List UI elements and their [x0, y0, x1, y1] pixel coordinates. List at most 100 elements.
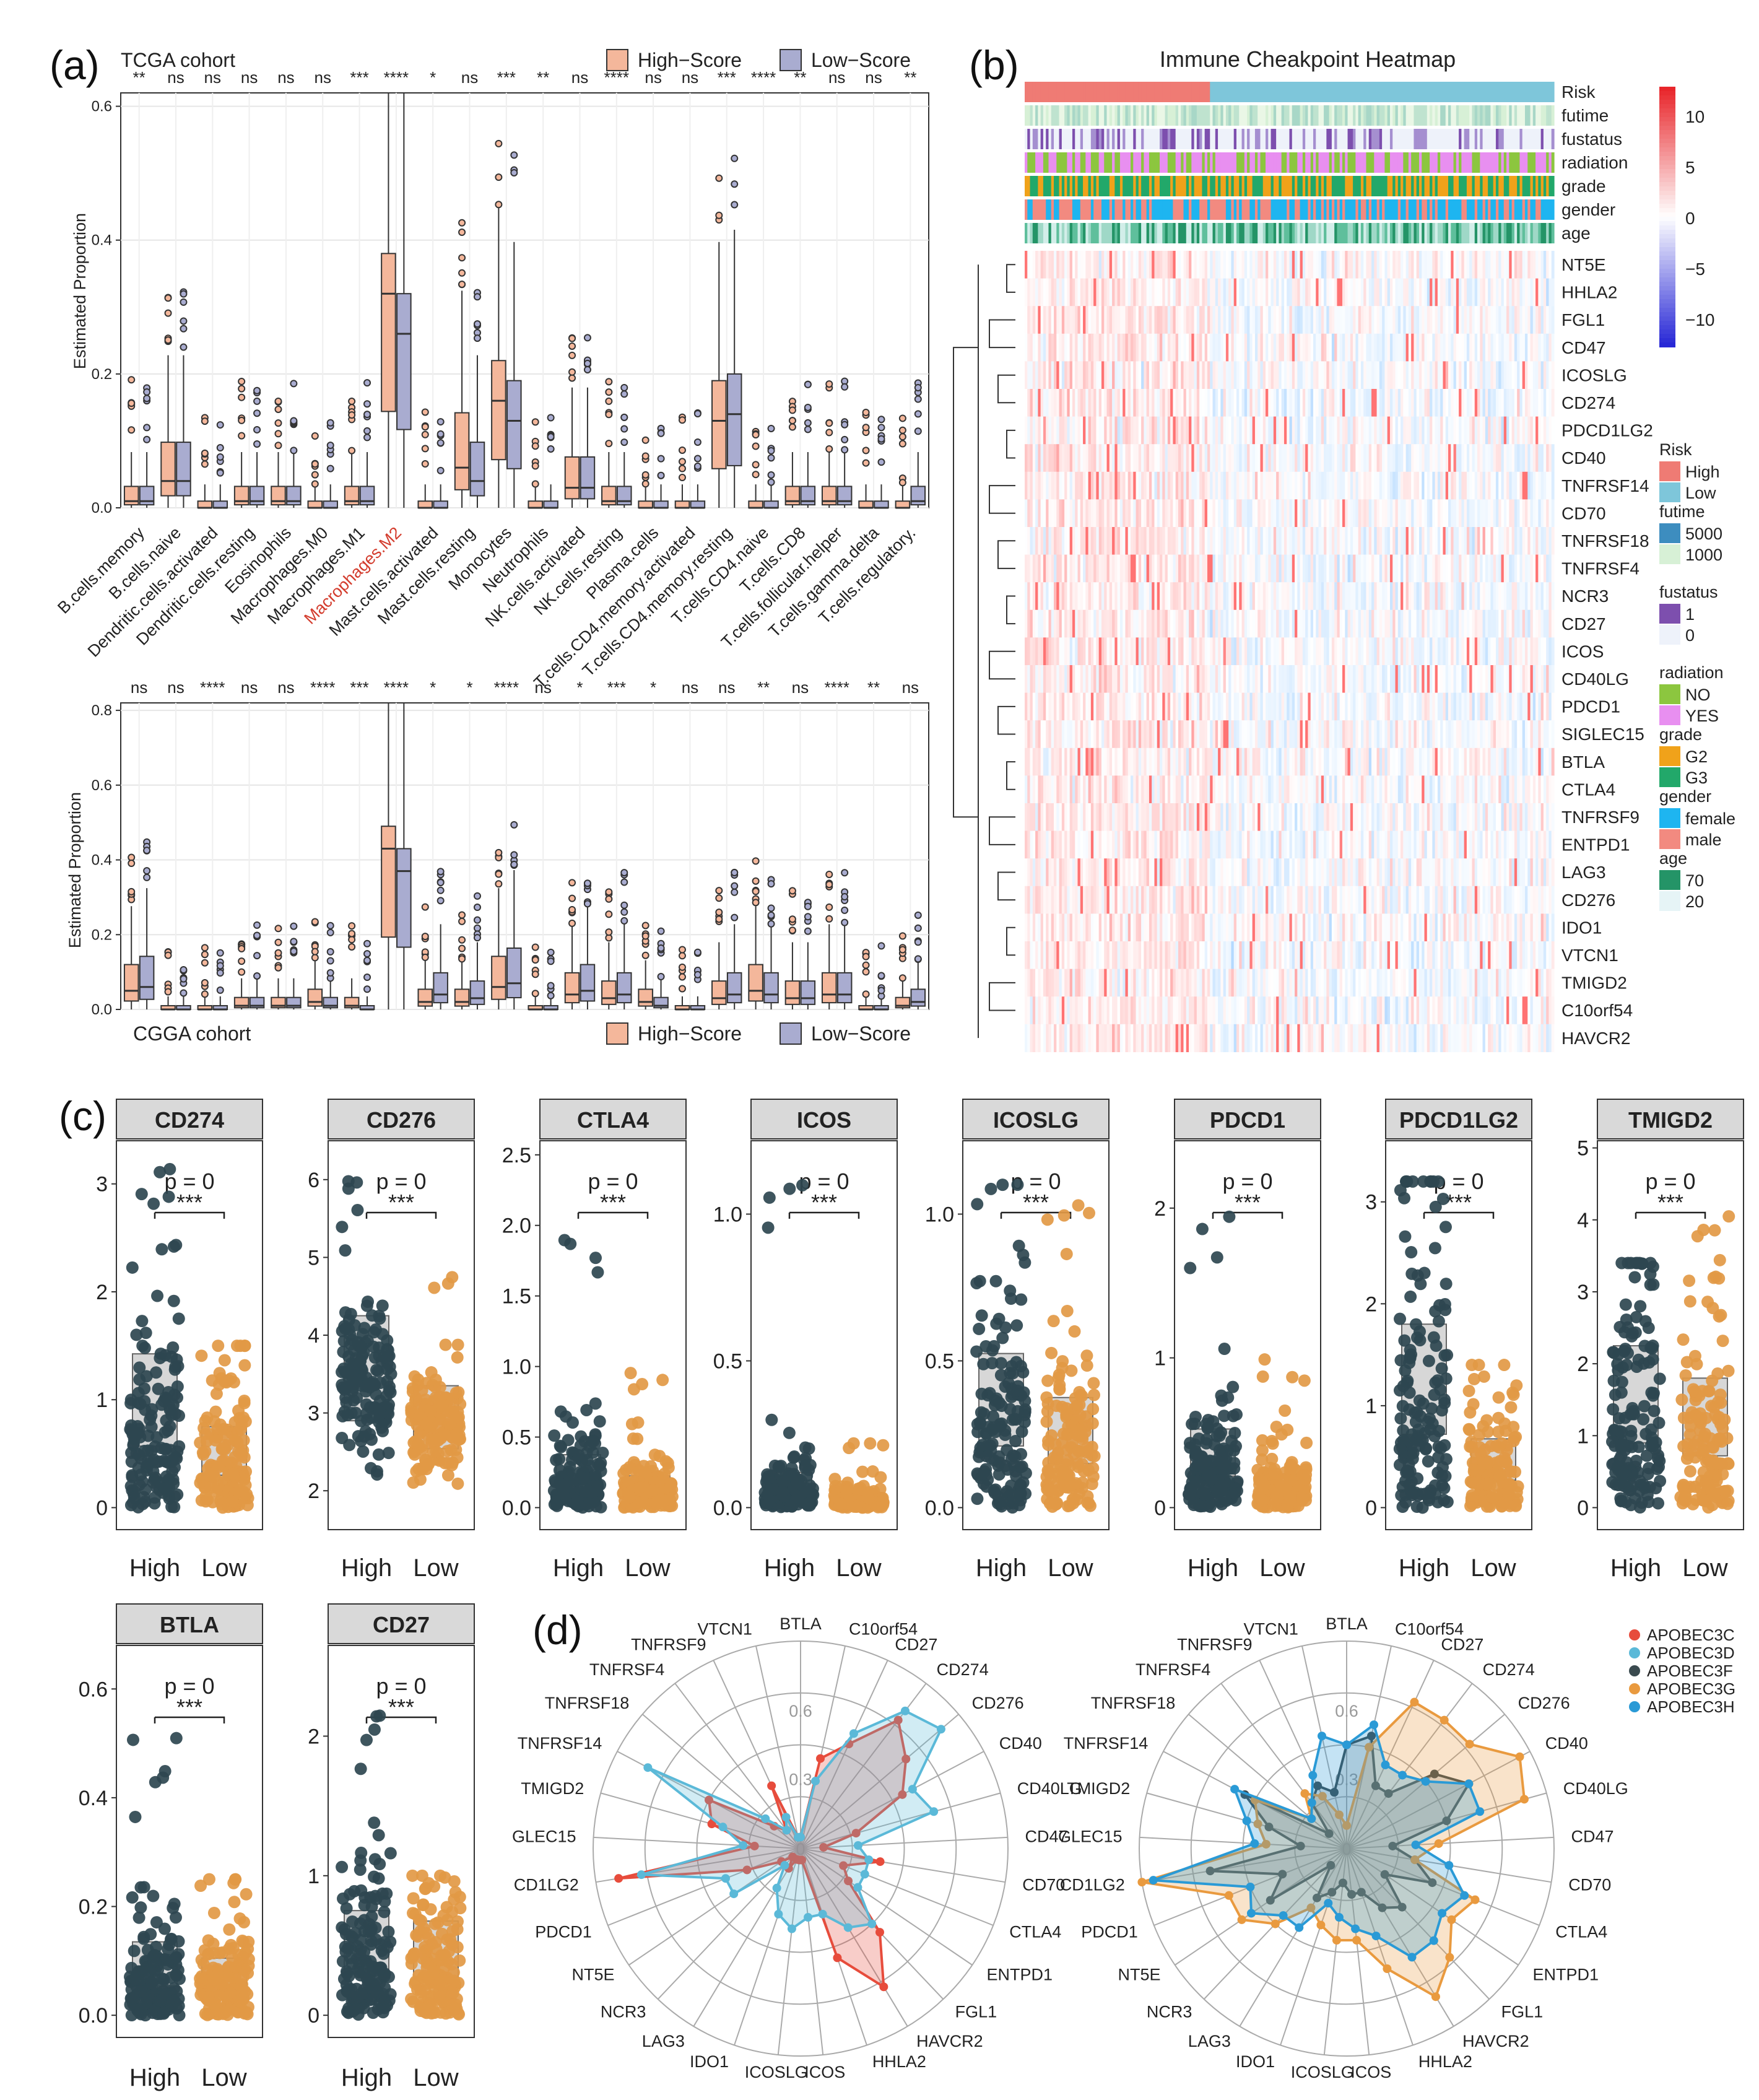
heatmap-cell [1443, 278, 1446, 307]
annotation-cell [1519, 176, 1523, 196]
annotation-cell [1382, 199, 1385, 220]
heatmap-cell [1321, 278, 1324, 307]
annotation-cell [1283, 199, 1287, 220]
heatmap-cell [1056, 416, 1060, 445]
annotation-cell [1167, 223, 1171, 243]
heatmap-cell [1543, 251, 1547, 279]
annotation-cell [1355, 105, 1359, 126]
heatmap-cell [1067, 278, 1071, 307]
heatmap-cell [1368, 416, 1372, 445]
heatmap-cell [1289, 278, 1293, 307]
heatmap-cell [1469, 499, 1473, 528]
heatmap-cell [1231, 361, 1235, 390]
high-outlier [788, 926, 796, 935]
annotation-cell [1480, 199, 1483, 220]
annotation-cell [1160, 152, 1163, 173]
heatmap-cell [1292, 582, 1295, 611]
heatmap-cell [1493, 306, 1496, 334]
heatmap-cell [1157, 471, 1160, 500]
high-outlier [862, 990, 870, 998]
annotation-cell [1422, 82, 1425, 102]
annotation-cell [1223, 176, 1227, 196]
annotation-cell [1422, 129, 1425, 149]
heatmap-cell [1051, 389, 1054, 417]
high-outlier [458, 254, 466, 262]
annotation-cell [1266, 129, 1269, 149]
heatmap-cell [1418, 499, 1422, 528]
heatmap-cell [1466, 527, 1470, 555]
annotation-cell [1109, 129, 1113, 149]
heatmap-cell [1480, 471, 1483, 500]
heatmap-cell [1287, 499, 1290, 528]
annotation-cell [1075, 199, 1079, 220]
heatmap-cell [1459, 499, 1462, 528]
annotation-cell [1540, 129, 1544, 149]
annotation-cell [1347, 199, 1351, 220]
heatmap-cell [1085, 554, 1089, 583]
heatmap-cell [1231, 389, 1235, 417]
annotation-cell [1069, 176, 1073, 196]
heatmap-cell [1514, 389, 1518, 417]
annotation-cell [1538, 129, 1542, 149]
heatmap-cell [1157, 416, 1160, 445]
heatmap-cell [1249, 471, 1253, 500]
heatmap-cell [1157, 361, 1160, 390]
heatmap-cell [1527, 582, 1531, 611]
heatmap-cell [1366, 554, 1370, 583]
annotation-cell [1305, 129, 1309, 149]
heatmap-cell [1443, 499, 1446, 528]
annotation-cell [1498, 199, 1502, 220]
panel-label-d: (d) [532, 1607, 583, 1653]
annotation-cell [1530, 199, 1534, 220]
heatmap-cell [1054, 554, 1057, 583]
heatmap-cell [1196, 527, 1200, 555]
heatmap-cell [1112, 306, 1115, 334]
heatmap-cell [1535, 416, 1539, 445]
heatmap-cell [1032, 582, 1036, 611]
heatmap-cell [1302, 251, 1306, 279]
heatmap-cell [1514, 278, 1518, 307]
annotation-cell [1194, 82, 1197, 102]
annotation-cell [1506, 223, 1509, 243]
heatmap-cell [1279, 278, 1282, 307]
heatmap-cell [1127, 527, 1131, 555]
heatmap-cell [1170, 609, 1173, 638]
annotation-cell [1363, 176, 1367, 196]
heatmap-cell [1279, 389, 1282, 417]
annotation-cell [1321, 129, 1324, 149]
heatmap-cell [1186, 444, 1189, 473]
annotation-cell [1506, 152, 1509, 173]
heatmap-cell [1098, 416, 1102, 445]
heatmap-cell [1059, 554, 1062, 583]
annotation-cell [1337, 129, 1340, 149]
heatmap-cell [1279, 306, 1282, 334]
heatmap-cell [1305, 471, 1309, 500]
heatmap-cell [1292, 554, 1295, 583]
heatmap-cell [1152, 389, 1155, 417]
annotation-cell [1032, 199, 1036, 220]
heatmap-cell [1353, 278, 1356, 307]
annotation-cell [1368, 223, 1372, 243]
heatmap-cell [1289, 527, 1293, 555]
annotation-cell [1152, 82, 1155, 102]
heatmap-cell [1061, 333, 1065, 362]
heatmap-cell [1239, 471, 1243, 500]
annotation-cell [1464, 129, 1467, 149]
annotation-cell [1538, 199, 1542, 220]
high-outlier [348, 411, 356, 419]
heatmap-cell [1418, 527, 1422, 555]
annotation-cell [1276, 105, 1279, 126]
annotation-cell [1295, 223, 1298, 243]
heatmap-cell [1432, 471, 1436, 500]
annotation-cell [1220, 129, 1224, 149]
heatmap-cell [1262, 278, 1266, 307]
heatmap-cell [1093, 609, 1097, 638]
annotation-cell [1088, 152, 1092, 173]
heatmap-cell [1207, 554, 1210, 583]
heatmap-cell [1252, 251, 1256, 279]
heatmap-cell [1281, 582, 1285, 611]
low-outlier [547, 991, 555, 1000]
heatmap-cell [1106, 582, 1110, 611]
heatmap-cell [1456, 251, 1459, 279]
annotation-cell [1204, 105, 1208, 126]
